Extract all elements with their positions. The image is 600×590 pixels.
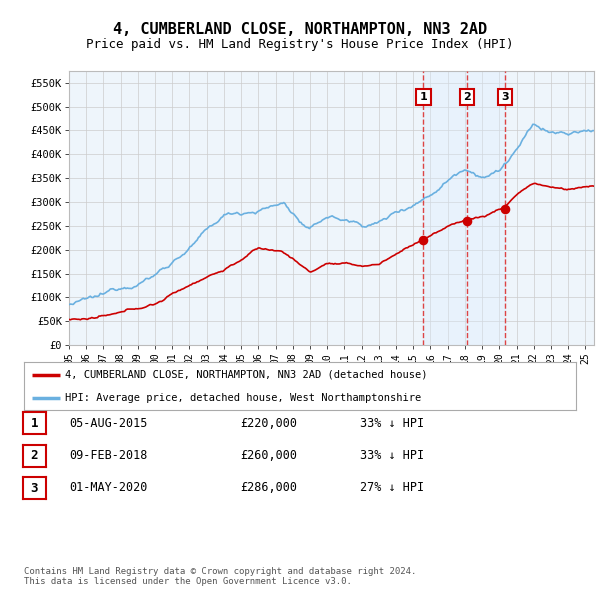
Text: 05-AUG-2015: 05-AUG-2015 — [69, 417, 148, 430]
Bar — [424, 71, 505, 345]
Point — [419, 235, 428, 245]
Text: 27% ↓ HPI: 27% ↓ HPI — [360, 481, 424, 494]
Text: 09-FEB-2018: 09-FEB-2018 — [69, 449, 148, 462]
Text: 33% ↓ HPI: 33% ↓ HPI — [360, 449, 424, 462]
Text: 3: 3 — [31, 481, 38, 495]
Text: 4, CUMBERLAND CLOSE, NORTHAMPTON, NN3 2AD (detached house): 4, CUMBERLAND CLOSE, NORTHAMPTON, NN3 2A… — [65, 370, 428, 380]
Text: £220,000: £220,000 — [240, 417, 297, 430]
Point — [500, 204, 510, 214]
Text: Contains HM Land Registry data © Crown copyright and database right 2024.
This d: Contains HM Land Registry data © Crown c… — [24, 567, 416, 586]
Text: 1: 1 — [31, 417, 38, 430]
Text: 2: 2 — [463, 92, 470, 102]
Text: Price paid vs. HM Land Registry's House Price Index (HPI): Price paid vs. HM Land Registry's House … — [86, 38, 514, 51]
Text: 3: 3 — [501, 92, 509, 102]
Text: HPI: Average price, detached house, West Northamptonshire: HPI: Average price, detached house, West… — [65, 393, 422, 403]
Text: 2: 2 — [31, 449, 38, 463]
Text: 01-MAY-2020: 01-MAY-2020 — [69, 481, 148, 494]
Text: £260,000: £260,000 — [240, 449, 297, 462]
Text: 4, CUMBERLAND CLOSE, NORTHAMPTON, NN3 2AD: 4, CUMBERLAND CLOSE, NORTHAMPTON, NN3 2A… — [113, 22, 487, 37]
Text: 33% ↓ HPI: 33% ↓ HPI — [360, 417, 424, 430]
Point — [462, 217, 472, 226]
Text: £286,000: £286,000 — [240, 481, 297, 494]
Text: 1: 1 — [419, 92, 427, 102]
